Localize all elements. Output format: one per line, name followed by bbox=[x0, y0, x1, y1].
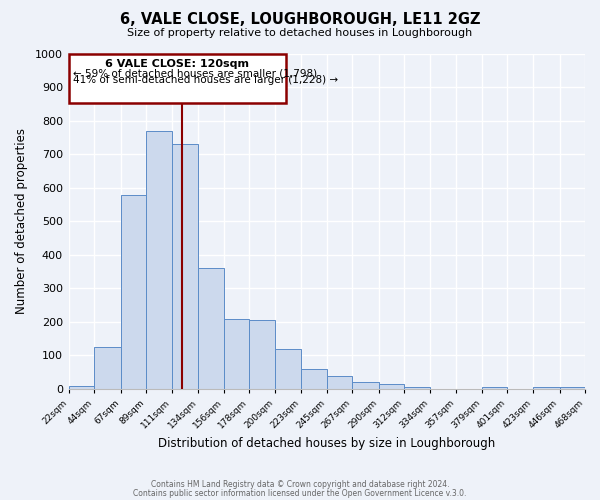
Text: 41% of semi-detached houses are larger (1,228) →: 41% of semi-detached houses are larger (… bbox=[73, 75, 338, 85]
Text: Size of property relative to detached houses in Loughborough: Size of property relative to detached ho… bbox=[127, 28, 473, 38]
Bar bbox=[121, 194, 146, 389]
Bar bbox=[327, 376, 352, 389]
Bar bbox=[560, 388, 585, 389]
Y-axis label: Number of detached properties: Number of detached properties bbox=[15, 128, 28, 314]
Bar bbox=[301, 369, 327, 389]
Bar bbox=[482, 388, 508, 389]
Bar bbox=[275, 348, 301, 389]
Bar bbox=[533, 388, 560, 389]
Bar bbox=[146, 131, 172, 389]
Bar bbox=[198, 268, 224, 389]
Text: ← 59% of detached houses are smaller (1,798): ← 59% of detached houses are smaller (1,… bbox=[73, 68, 317, 78]
X-axis label: Distribution of detached houses by size in Loughborough: Distribution of detached houses by size … bbox=[158, 437, 496, 450]
Text: 6 VALE CLOSE: 120sqm: 6 VALE CLOSE: 120sqm bbox=[106, 59, 250, 69]
Bar bbox=[94, 347, 121, 389]
Bar bbox=[224, 318, 249, 389]
Text: Contains public sector information licensed under the Open Government Licence v.: Contains public sector information licen… bbox=[133, 488, 467, 498]
Bar bbox=[404, 388, 430, 389]
FancyBboxPatch shape bbox=[68, 54, 286, 102]
Bar bbox=[352, 382, 379, 389]
Bar bbox=[379, 384, 404, 389]
Bar bbox=[68, 386, 94, 389]
Bar bbox=[249, 320, 275, 389]
Bar bbox=[172, 144, 198, 389]
Text: 6, VALE CLOSE, LOUGHBOROUGH, LE11 2GZ: 6, VALE CLOSE, LOUGHBOROUGH, LE11 2GZ bbox=[120, 12, 480, 28]
Text: Contains HM Land Registry data © Crown copyright and database right 2024.: Contains HM Land Registry data © Crown c… bbox=[151, 480, 449, 489]
